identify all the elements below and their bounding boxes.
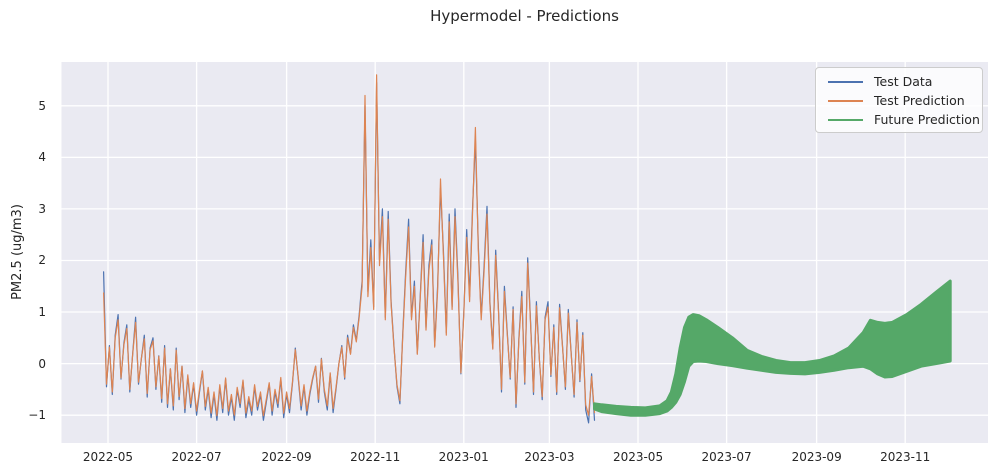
chart-title: Hypermodel - Predictions <box>430 7 619 25</box>
future-prediction-line-swatch-icon <box>828 118 863 121</box>
x-tick-label: 2023-01 <box>438 450 489 464</box>
legend-label: Test Data <box>874 74 933 89</box>
x-tick-label: 2022-05 <box>82 450 134 464</box>
test-prediction-line-swatch-icon <box>828 99 863 102</box>
y-tick-label: 1 <box>38 305 46 320</box>
x-tick-label: 2022-09 <box>261 450 312 464</box>
x-tick-label: 2023-11 <box>880 450 931 464</box>
test-prediction-line <box>103 74 596 417</box>
future-prediction-band <box>593 279 952 417</box>
legend-item-future-prediction: Future Prediction <box>828 110 982 129</box>
y-tick-label: 3 <box>38 201 46 216</box>
y-tick-label: 4 <box>38 150 46 165</box>
x-tick-label: 2022-07 <box>171 450 222 464</box>
x-tick-label: 2023-05 <box>612 450 664 464</box>
test-data-line-swatch-icon <box>828 80 863 83</box>
legend-label: Future Prediction <box>874 112 980 127</box>
x-tick-label: 2023-03 <box>524 450 575 464</box>
legend-item-test-data: Test Data <box>828 72 982 91</box>
legend: Test Data Test Prediction Future Predict… <box>815 67 983 133</box>
x-tick-label: 2023-09 <box>791 450 842 464</box>
x-tick-label: 2022-11 <box>350 450 401 464</box>
legend-label: Test Prediction <box>874 93 965 108</box>
y-tick-label: 5 <box>38 98 46 113</box>
legend-item-test-prediction: Test Prediction <box>828 91 982 110</box>
y-tick-label: 0 <box>38 356 46 371</box>
y-tick-label: 2 <box>38 253 46 268</box>
x-tick-label: 2023-07 <box>701 450 752 464</box>
y-tick-label: −1 <box>28 408 46 423</box>
